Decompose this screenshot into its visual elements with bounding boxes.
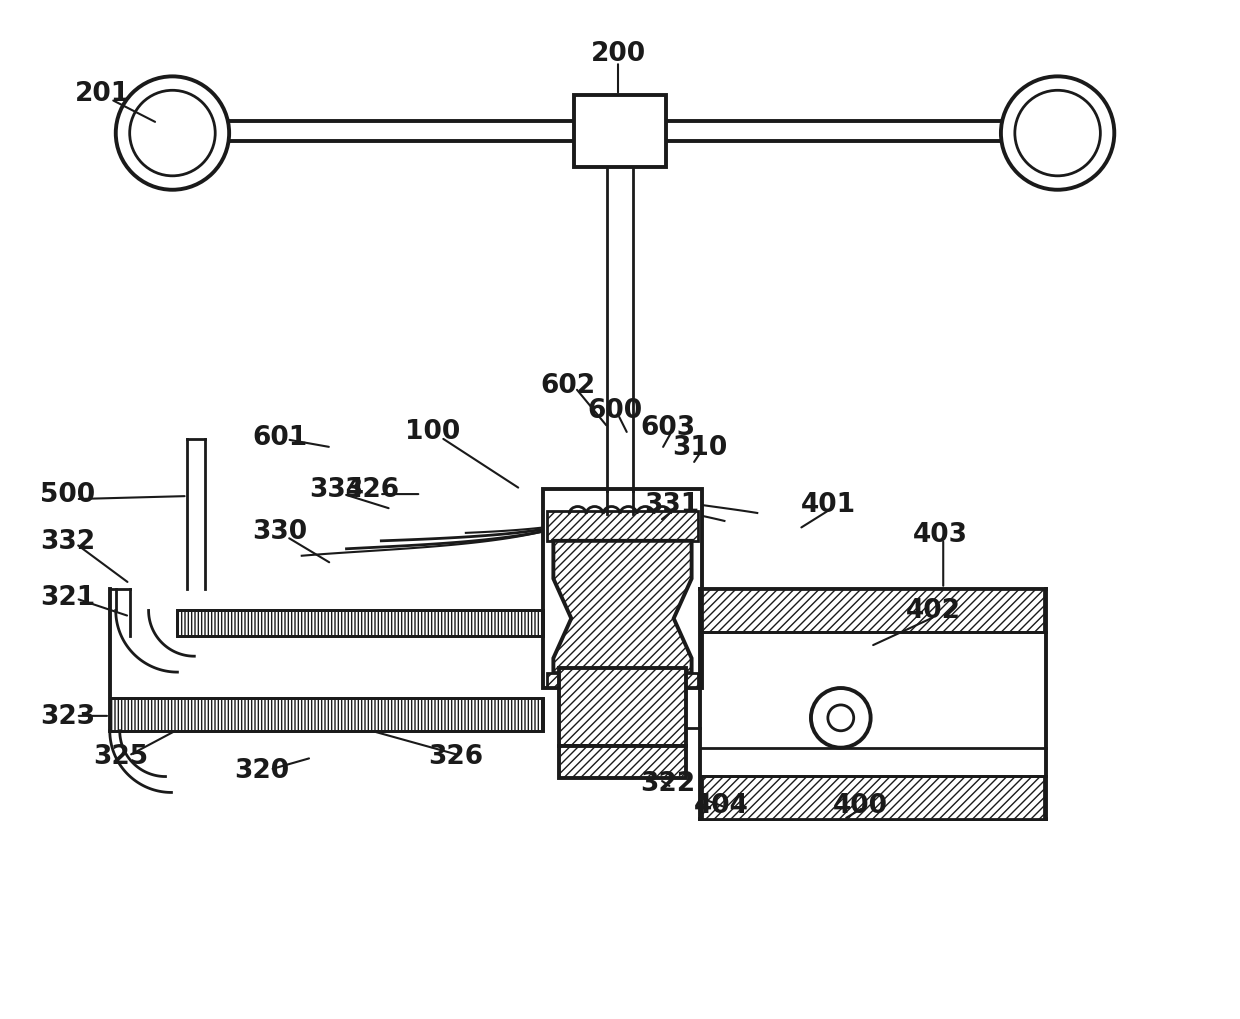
Circle shape xyxy=(811,689,870,748)
Bar xyxy=(110,698,543,731)
Text: 404: 404 xyxy=(694,793,749,818)
Text: 400: 400 xyxy=(833,793,888,818)
Text: 602: 602 xyxy=(541,372,596,398)
Bar xyxy=(559,746,686,777)
Text: 601: 601 xyxy=(252,425,308,451)
Text: 500: 500 xyxy=(41,482,95,507)
Text: 201: 201 xyxy=(76,82,130,107)
Bar xyxy=(110,698,543,731)
Circle shape xyxy=(828,705,853,731)
Bar xyxy=(177,610,543,637)
Text: 331: 331 xyxy=(644,491,699,518)
Circle shape xyxy=(130,92,216,176)
Bar xyxy=(702,589,1044,633)
Bar xyxy=(543,489,702,689)
Bar xyxy=(547,674,698,688)
Bar xyxy=(177,610,543,637)
Bar xyxy=(574,96,666,168)
Bar xyxy=(702,775,1044,819)
Text: 320: 320 xyxy=(234,757,289,783)
Circle shape xyxy=(1001,77,1115,191)
Text: 401: 401 xyxy=(801,491,857,518)
Circle shape xyxy=(115,77,229,191)
Text: 321: 321 xyxy=(41,584,95,610)
Text: 326: 326 xyxy=(343,477,399,502)
Text: 323: 323 xyxy=(41,703,95,730)
Text: 326: 326 xyxy=(428,743,484,769)
Text: 402: 402 xyxy=(905,598,961,624)
Polygon shape xyxy=(553,541,692,674)
Text: 603: 603 xyxy=(640,415,696,441)
Circle shape xyxy=(1014,92,1100,176)
Text: 600: 600 xyxy=(588,397,642,423)
Bar xyxy=(547,512,698,541)
Text: 325: 325 xyxy=(93,743,149,769)
Bar xyxy=(559,668,686,746)
Text: 100: 100 xyxy=(405,419,460,445)
Text: 332: 332 xyxy=(41,528,95,554)
Text: 322: 322 xyxy=(640,769,696,796)
Text: 334: 334 xyxy=(309,477,365,502)
Text: 310: 310 xyxy=(672,435,727,461)
Text: 200: 200 xyxy=(590,42,646,67)
Text: 403: 403 xyxy=(913,522,967,547)
Text: 330: 330 xyxy=(252,519,308,544)
